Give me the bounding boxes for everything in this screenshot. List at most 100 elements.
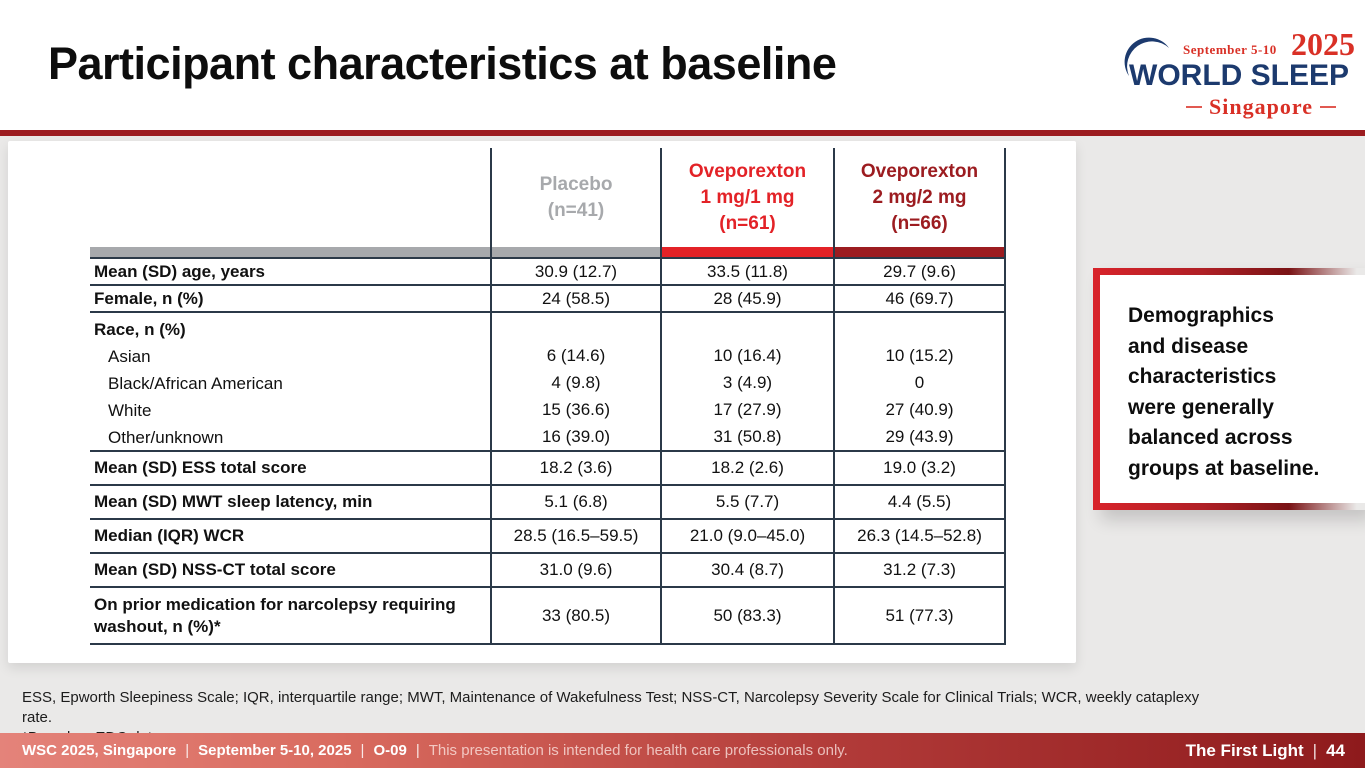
footer-right: The First Light | 44 (1186, 741, 1345, 761)
logo-wordmark: WORLD SLEEP (1129, 59, 1350, 92)
race-label: Race, n (%) (94, 320, 186, 339)
footer-event: WSC 2025, Singapore (22, 742, 177, 759)
table-row: On prior medication for narcolepsy requi… (90, 586, 1006, 643)
accent-bar-placebo (490, 247, 660, 257)
race-values-placebo: 6 (14.6) 4 (9.8) 15 (36.6) 16 (39.0) (490, 313, 660, 450)
ovep1-name: Oveporexton (688, 160, 807, 182)
footer-left: WSC 2025, Singapore | September 5-10, 20… (22, 742, 848, 759)
row-value: 26.3 (14.5–52.8) (833, 520, 1006, 552)
placebo-n: (n=41) (547, 199, 605, 221)
row-label: Mean (SD) ESS total score (94, 458, 307, 477)
row-value: 46 (69.7) (833, 286, 1006, 311)
ovep2-dose: 2 mg/2 mg (872, 186, 967, 208)
row-label: Mean (SD) NSS-CT total score (94, 560, 336, 579)
row-value: 18.2 (2.6) (660, 452, 833, 484)
race-values-ovep1: 10 (16.4) 3 (4.9) 17 (27.9) 31 (50.8) (660, 313, 833, 450)
race-sub-label: White (108, 401, 152, 420)
row-value: 21.0 (9.0–45.0) (660, 520, 833, 552)
logo-dash-left (1186, 106, 1203, 108)
footer-abstract-code: O-09 (373, 742, 407, 759)
footer-separator: | (1312, 740, 1318, 760)
race-values-ovep2: 10 (15.2) 0 27 (40.9) 29 (43.9) (833, 313, 1006, 450)
table-header-row: Placebo (n=41) Oveporexton 1 mg/1 mg (n=… (90, 148, 1006, 247)
row-value: 24 (58.5) (490, 286, 660, 311)
header-empty-cell (90, 148, 490, 247)
row-value: 33 (80.5) (490, 588, 660, 643)
table-row: Mean (SD) ESS total score 18.2 (3.6) 18.… (90, 450, 1006, 484)
callout-inner: Demographics and disease characteristics… (1100, 275, 1365, 503)
row-value: 33.5 (11.8) (660, 259, 833, 284)
race-label-cell: Race, n (%) Asian Black/African American… (90, 313, 490, 450)
logo-dates: September 5-10 (1183, 42, 1277, 57)
page-title: Participant characteristics at baseline (48, 38, 837, 89)
race-value: 10 (16.4) (713, 346, 782, 365)
row-value: 28 (45.9) (660, 286, 833, 311)
table-row: Mean (SD) MWT sleep latency, min 5.1 (6.… (90, 484, 1006, 518)
race-value: 17 (27.9) (713, 400, 782, 419)
race-value: 10 (15.2) (885, 346, 954, 365)
race-sub-label: Black/African American (108, 374, 283, 393)
ovep2-name: Oveporexton (860, 160, 979, 182)
race-value: 15 (36.6) (541, 400, 611, 419)
table-panel (8, 141, 1076, 663)
key-message-callout: Demographics and disease characteristics… (1093, 268, 1365, 510)
accent-bar-ovep1 (660, 247, 833, 257)
race-value: 29 (43.9) (885, 427, 954, 446)
table-row-race: Race, n (%) Asian Black/African American… (90, 311, 1006, 450)
logo-year: 2025 (1291, 26, 1355, 62)
table-row: Mean (SD) NSS-CT total score 31.0 (9.6) … (90, 552, 1006, 586)
row-label: Mean (SD) age, years (94, 261, 266, 281)
logo-city: Singapore (1209, 94, 1313, 119)
footnote-abbreviations: ESS, Epworth Sleepiness Scale; IQR, inte… (22, 689, 1200, 726)
header-placebo: Placebo (n=41) (490, 148, 660, 247)
spacer (492, 316, 660, 342)
spacer (835, 316, 1004, 342)
crescent-moon-icon (1124, 37, 1169, 76)
baseline-table: Placebo (n=41) Oveporexton 1 mg/1 mg (n=… (90, 148, 1006, 645)
row-value: 28.5 (16.5–59.5) (490, 520, 660, 552)
spacer (662, 316, 833, 342)
logo-dash-right (1319, 106, 1336, 108)
row-value: 31.2 (7.3) (833, 554, 1006, 586)
race-sub-label: Asian (108, 347, 151, 366)
race-sub-label: Other/unknown (108, 428, 224, 447)
row-label: Female, n (%) (94, 288, 204, 308)
footer-separator: | (360, 742, 365, 759)
table-row: Mean (SD) age, years 30.9 (12.7) 33.5 (1… (90, 257, 1006, 284)
row-label: Mean (SD) MWT sleep latency, min (94, 492, 373, 511)
race-value: 31 (50.8) (713, 427, 782, 446)
footer-disclaimer: This presentation is intended for health… (428, 742, 848, 759)
footer-separator: | (415, 742, 420, 759)
placebo-name: Placebo (539, 173, 613, 195)
row-value: 50 (83.3) (660, 588, 833, 643)
world-sleep-logo: September 5-10 2025 WORLD SLEEP Singapor… (1124, 26, 1355, 119)
callout-text: Demographics and disease characteristics… (1128, 304, 1320, 480)
title-divider (0, 130, 1365, 136)
footer-brand: The First Light (1185, 740, 1304, 760)
header-accent-bars (90, 247, 1006, 257)
row-label: On prior medication for narcolepsy requi… (94, 594, 456, 636)
footer-separator: | (185, 742, 190, 759)
race-value: 3 (4.9) (722, 373, 773, 392)
table-row: Female, n (%) 24 (58.5) 28 (45.9) 46 (69… (90, 284, 1006, 311)
row-value: 30.4 (8.7) (660, 554, 833, 586)
race-value: 16 (39.0) (541, 427, 611, 446)
row-value: 18.2 (3.6) (490, 452, 660, 484)
slide-number: 44 (1326, 740, 1345, 760)
row-value: 31.0 (9.6) (490, 554, 660, 586)
race-value: 4 (9.8) (551, 373, 601, 392)
row-value: 30.9 (12.7) (490, 259, 660, 284)
row-value: 29.7 (9.6) (833, 259, 1006, 284)
race-value: 27 (40.9) (885, 400, 954, 419)
table-row: Median (IQR) WCR 28.5 (16.5–59.5) 21.0 (… (90, 518, 1006, 552)
footer-bar: WSC 2025, Singapore | September 5-10, 20… (0, 733, 1365, 768)
row-value: 5.5 (7.7) (660, 486, 833, 518)
header-oveporexton-1mg: Oveporexton 1 mg/1 mg (n=61) (660, 148, 833, 247)
race-value: 6 (14.6) (546, 346, 606, 365)
row-label: Median (IQR) WCR (94, 526, 245, 545)
ovep2-n: (n=66) (891, 212, 948, 234)
row-value: 19.0 (3.2) (833, 452, 1006, 484)
accent-bar-label (90, 247, 490, 257)
row-value: 51 (77.3) (833, 588, 1006, 643)
